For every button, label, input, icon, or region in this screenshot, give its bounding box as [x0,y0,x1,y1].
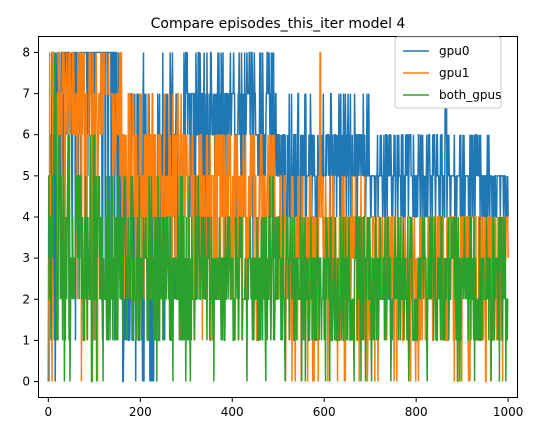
y-tick-label-3: 3 [22,251,30,265]
y-tick-label-7: 7 [22,87,30,101]
plot-layer [47,51,509,383]
y-tick-label-1: 1 [22,333,30,347]
chart-title: Compare episodes_this_iter model 4 [151,16,406,32]
y-tick-label-8: 8 [22,45,30,59]
series-line-both-gpus [48,52,509,383]
legend: gpu0 gpu1 both_gpus [394,36,502,109]
x-tick-label-0: 0 [45,405,53,419]
y-tick-label-2: 2 [22,292,30,306]
x-tick-label-600: 600 [313,405,336,419]
legend-label-gpu1: gpu1 [439,66,469,80]
legend-box [394,36,502,109]
legend-label-gpu0: gpu0 [439,44,469,58]
x-tick-label-400: 400 [221,405,244,419]
x-tick-label-800: 800 [405,405,428,419]
x-axis: 0 200 400 600 800 1000 [45,398,524,419]
y-tick-label-6: 6 [22,128,30,142]
x-tick-label-1000: 1000 [493,405,524,419]
legend-label-both-gpus: both_gpus [439,88,501,102]
y-tick-label-5: 5 [22,169,30,183]
plot-border [38,36,518,398]
y-axis: 0 1 2 3 4 5 6 7 8 [22,45,38,389]
x-tick-label-200: 200 [129,405,152,419]
y-tick-label-4: 4 [22,210,30,224]
y-tick-label-0: 0 [22,375,30,389]
